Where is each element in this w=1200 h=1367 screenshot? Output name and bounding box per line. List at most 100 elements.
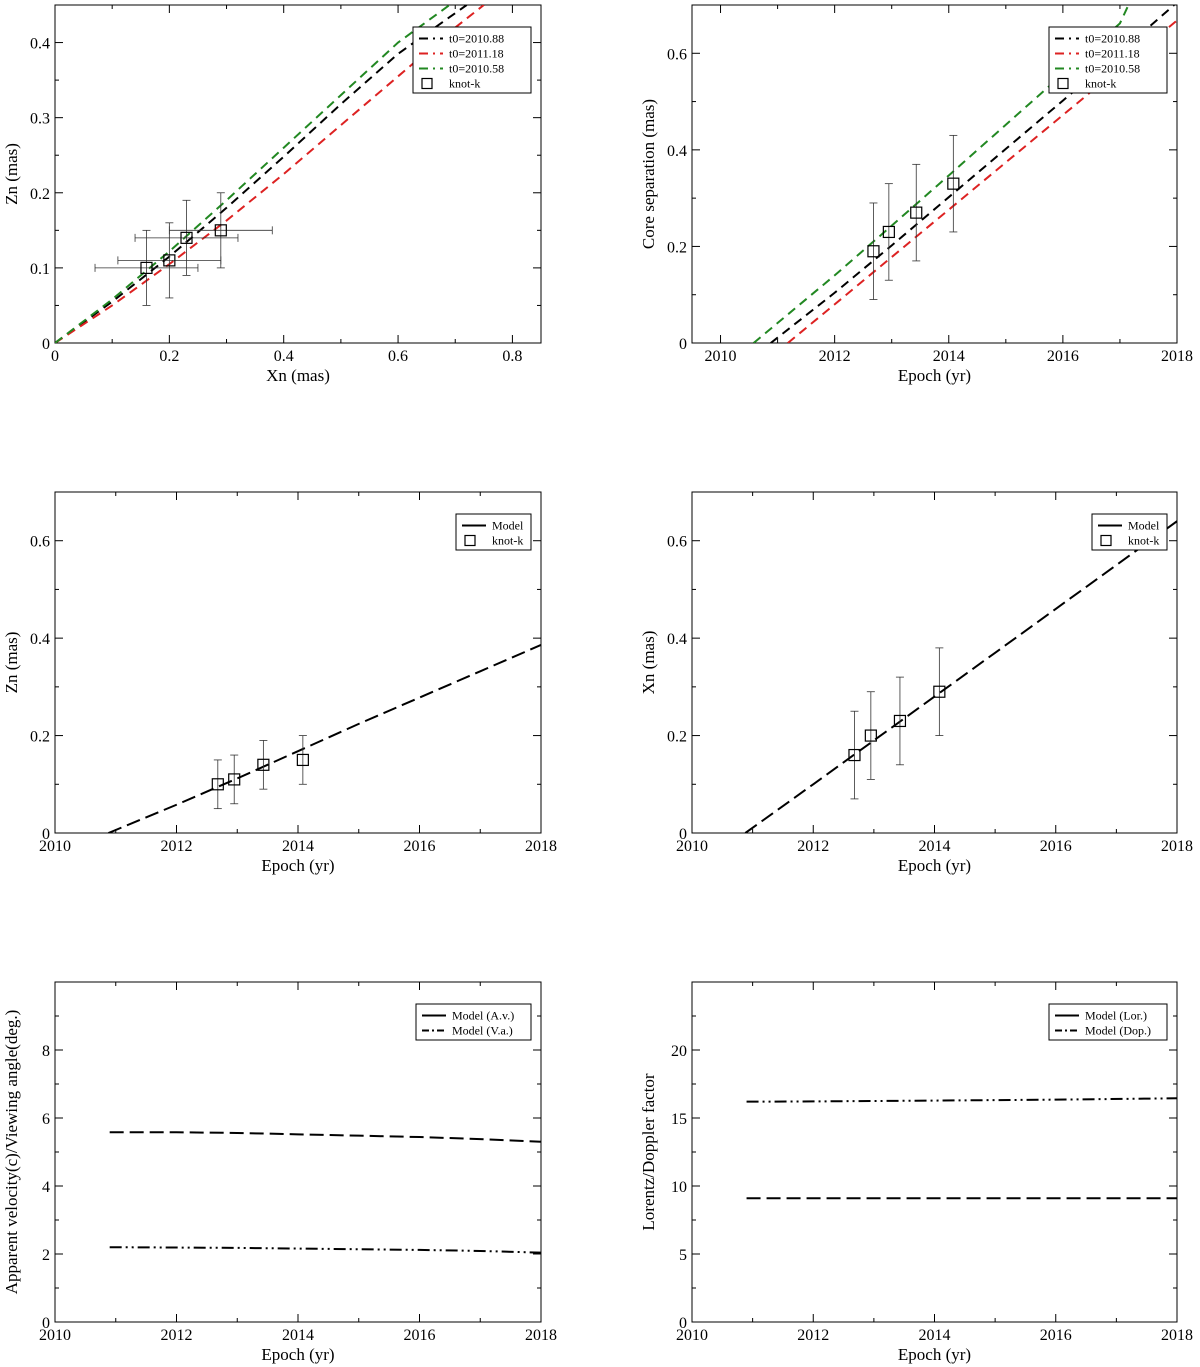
series-line — [109, 1131, 541, 1143]
data-point-knot-k — [910, 206, 923, 219]
plot-area — [744, 520, 1177, 833]
y-tick-label: 0.2 — [667, 729, 687, 746]
data-point-knot-k — [947, 177, 960, 190]
data-point-knot-k — [211, 778, 224, 791]
data-point-knot-k — [882, 225, 895, 239]
x-axis-label: Epoch (yr) — [261, 856, 334, 875]
data-point-knot-k — [214, 224, 227, 237]
data-point-knot-k — [893, 714, 907, 728]
plot-area — [108, 644, 541, 833]
x-tick-label: 2014 — [933, 348, 965, 365]
x-tick-label: 2012 — [161, 1327, 193, 1344]
x-tick-label: 2018 — [525, 838, 557, 855]
legend-label: Model (Dop.) — [1085, 1024, 1151, 1038]
plot-area — [746, 1097, 1177, 1200]
legend-label: t0=2011.18 — [1085, 47, 1140, 61]
data-point-knot-k — [848, 748, 861, 762]
x-axis-label: Epoch (yr) — [898, 1345, 971, 1364]
legend-label: knot-k — [1128, 534, 1159, 548]
legend-box — [1048, 26, 1168, 94]
data-point-knot-k — [163, 254, 176, 267]
y-tick-label: 0 — [42, 826, 50, 843]
y-tick-label: 15 — [671, 1111, 687, 1128]
legend-swatch-square — [421, 77, 433, 90]
data-point-knot-k — [296, 753, 309, 767]
y-tick-label: 0 — [679, 1315, 687, 1332]
series-line — [108, 644, 541, 833]
legend-label: Model — [1128, 519, 1160, 533]
x-tick-label: 2018 — [1161, 1327, 1193, 1344]
x-tick-label: 0.2 — [159, 348, 179, 365]
x-tick-label: 2012 — [797, 1327, 829, 1344]
y-tick-label: 0.2 — [667, 239, 687, 256]
legend-label: t0=2011.18 — [449, 47, 504, 61]
chart-panel-3: 2010 2012 2014 2016 2018 0 0.2 0.4 0.6 Epoch (yr)… — [2, 491, 557, 875]
y-tick-label: 0 — [42, 1315, 50, 1332]
y-tick-label: 6 — [42, 1111, 50, 1128]
y-tick-label: 0.4 — [30, 36, 50, 53]
data-point-knot-k — [228, 773, 241, 786]
x-tick-label: 2010 — [676, 1327, 708, 1344]
series-line — [109, 1246, 541, 1254]
chart-panel-5: 2010 2012 2014 2016 2018 0 2 4 6 8 Epoch (yr) Appar… — [2, 981, 557, 1364]
series-line — [787, 19, 1177, 343]
y-axis-label: Apparent velocity(c)/Viewing angle(deg.) — [2, 1010, 21, 1295]
chart-panel-4: 2010 2012 2014 2016 2018 0 0.2 0.4 0.6 Epoch (yr)… — [639, 491, 1193, 875]
chart-panel-2: 2010 2012 2014 2016 2018 0 0.2 0.4 0.6 Epoch (yr)… — [639, 4, 1193, 385]
x-tick-label: 2010 — [39, 1327, 71, 1344]
data-point-knot-k — [257, 758, 270, 771]
legend-label: Model (A.v.) — [452, 1009, 514, 1023]
y-tick-label: 0.1 — [30, 261, 50, 278]
plot-area — [109, 1131, 541, 1254]
y-tick-label: 0.3 — [30, 111, 50, 128]
data-point-knot-k — [933, 685, 946, 698]
chart-panel-6: 2010 2012 2014 2016 2018 0 5 10 15 20 Epoch (yr) Lo… — [639, 981, 1193, 1364]
y-tick-label: 0 — [42, 336, 50, 353]
x-tick-label: 2016 — [1047, 348, 1079, 365]
x-axis-label: Epoch (yr) — [261, 1345, 334, 1364]
x-tick-label: 2010 — [676, 838, 708, 855]
x-tick-label: 2018 — [1161, 838, 1193, 855]
y-axis-label: Xn (mas) — [639, 631, 658, 695]
legend-label: knot-k — [449, 77, 480, 91]
x-tick-label: 2016 — [1040, 838, 1072, 855]
y-tick-label: 2 — [42, 1247, 50, 1264]
x-tick-label: 0 — [51, 348, 59, 365]
legend-box — [1091, 513, 1168, 551]
x-tick-label: 2014 — [919, 838, 951, 855]
legend-label: t0=2010.88 — [449, 32, 504, 46]
x-tick-label: 2012 — [819, 348, 851, 365]
plot-frame — [54, 4, 542, 344]
data-point-knot-k — [180, 231, 193, 244]
x-tick-label: 2014 — [919, 1327, 951, 1344]
y-tick-label: 4 — [42, 1179, 50, 1196]
data-point-knot-k — [867, 245, 880, 258]
y-tick-label: 0.4 — [667, 631, 687, 648]
x-tick-label: 2014 — [282, 838, 314, 855]
legend-swatch-square — [464, 534, 476, 547]
legend-label: t0=2010.58 — [449, 62, 504, 76]
y-tick-label: 0.4 — [667, 143, 687, 160]
y-axis-label: Lorentz/Doppler factor — [639, 1073, 658, 1231]
y-tick-label: 10 — [671, 1179, 687, 1196]
legend-label: t0=2010.58 — [1085, 62, 1140, 76]
y-tick-label: 0.6 — [30, 534, 50, 551]
y-tick-label: 0.2 — [30, 186, 50, 203]
x-tick-label: 2016 — [1040, 1327, 1072, 1344]
legend-swatch-square — [1100, 534, 1112, 547]
x-axis-label: Epoch (yr) — [898, 366, 971, 385]
y-tick-label: 0.6 — [667, 534, 687, 551]
series-line — [746, 1097, 1177, 1103]
series-line — [55, 5, 468, 343]
legend-box — [412, 26, 532, 94]
series-line — [55, 5, 451, 343]
y-tick-label: 8 — [42, 1043, 50, 1060]
chart-panel-1: 0 0.2 0.4 0.6 0.800.10.20.30.4Xn (mas)Zn (ma… — [2, 4, 542, 385]
y-axis-label: Core separation (mas) — [639, 99, 658, 249]
x-axis-label: Xn (mas) — [266, 366, 330, 385]
x-tick-label: 2012 — [161, 838, 193, 855]
